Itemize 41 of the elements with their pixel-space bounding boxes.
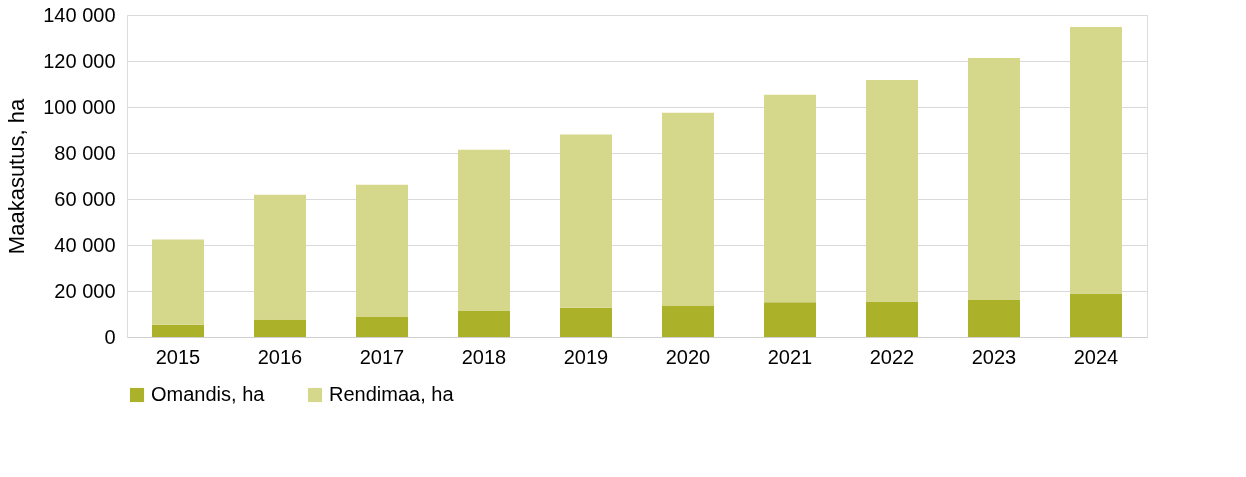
y-axis-title: Maakasutus, ha bbox=[4, 98, 30, 255]
bar bbox=[152, 324, 204, 337]
x-tick-label: 2023 bbox=[971, 345, 1017, 368]
legend-label: Rendimaa, ha bbox=[329, 383, 455, 405]
bar bbox=[1070, 293, 1122, 337]
x-tick-label: 2016 bbox=[257, 345, 303, 368]
bar bbox=[866, 301, 918, 337]
x-tick-label: 2022 bbox=[869, 345, 915, 368]
y-tick-label: 100 000 bbox=[43, 95, 116, 118]
x-tick-label: 2021 bbox=[767, 345, 813, 368]
bar bbox=[764, 302, 816, 337]
bar bbox=[356, 184, 408, 317]
y-tick-label: 40 000 bbox=[54, 233, 116, 256]
bar bbox=[968, 299, 1020, 337]
y-tick-label: 120 000 bbox=[43, 49, 116, 72]
bar bbox=[968, 58, 1020, 300]
bar bbox=[254, 194, 306, 320]
bar bbox=[662, 112, 714, 306]
bar bbox=[662, 305, 714, 337]
y-tick-label: 20 000 bbox=[54, 279, 116, 302]
y-tick-label: 140 000 bbox=[43, 3, 116, 26]
legend-label: Omandis, ha bbox=[151, 383, 266, 405]
bar bbox=[152, 239, 204, 325]
x-tick-label: 2020 bbox=[665, 345, 711, 368]
bar bbox=[356, 316, 408, 337]
bar bbox=[560, 134, 612, 308]
bar bbox=[866, 80, 918, 302]
y-tick-label: 80 000 bbox=[54, 141, 116, 164]
x-tick-label: 2015 bbox=[155, 345, 201, 368]
y-tick-label: 0 bbox=[104, 325, 116, 348]
bar bbox=[458, 149, 510, 311]
x-tick-label: 2018 bbox=[461, 345, 507, 368]
bar bbox=[254, 319, 306, 337]
bar bbox=[458, 310, 510, 337]
bar bbox=[560, 307, 612, 337]
bar bbox=[764, 94, 816, 303]
y-tick-label: 60 000 bbox=[54, 187, 116, 210]
bar bbox=[1070, 26, 1122, 294]
x-tick-label: 2024 bbox=[1073, 345, 1119, 368]
x-tick-label: 2017 bbox=[359, 345, 405, 368]
x-tick-label: 2019 bbox=[563, 345, 609, 368]
